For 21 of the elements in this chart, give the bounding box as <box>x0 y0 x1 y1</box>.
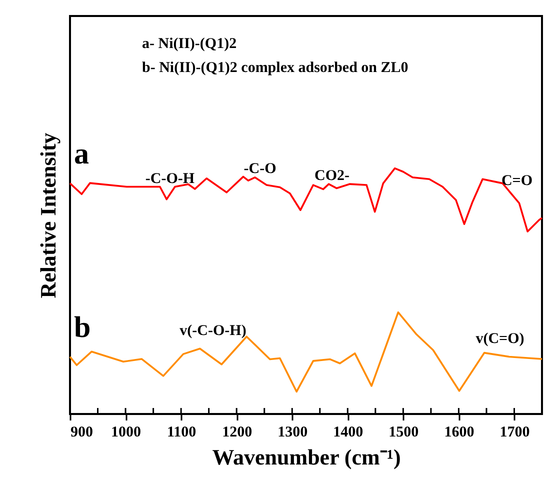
annotation: -C-O-H <box>145 171 195 187</box>
annotation: CO2- <box>314 168 350 184</box>
series-label: b <box>74 310 91 344</box>
y-axis-title: Relative Intensity <box>36 132 60 298</box>
x-tick-label: 1200 <box>222 424 252 440</box>
text: b- Ni(II)-(Q1)2 complex adsorbed on ZL0 <box>142 60 408 76</box>
text: a- Ni(II)-(Q1)2 <box>142 36 237 52</box>
annotation: v(C=O) <box>476 331 524 347</box>
x-tick-label: 900 <box>70 424 93 440</box>
x-tick-label: 1100 <box>166 424 196 440</box>
annotation: v(-C-O-H) <box>180 323 246 339</box>
series-label: a <box>74 137 89 170</box>
x-tick-label: 1500 <box>388 424 419 440</box>
x-tick-label: 1000 <box>111 424 142 440</box>
x-tick-label: 1400 <box>333 424 364 440</box>
annotation: C=O <box>501 173 533 189</box>
x-tick-label: 1600 <box>444 424 474 440</box>
x-tick-label: 1300 <box>278 424 308 440</box>
annotation: -C-O <box>244 161 276 177</box>
x-axis-title: Wavenumber (cm⁻¹) <box>212 444 401 470</box>
x-tick-label: 1700 <box>500 424 530 440</box>
